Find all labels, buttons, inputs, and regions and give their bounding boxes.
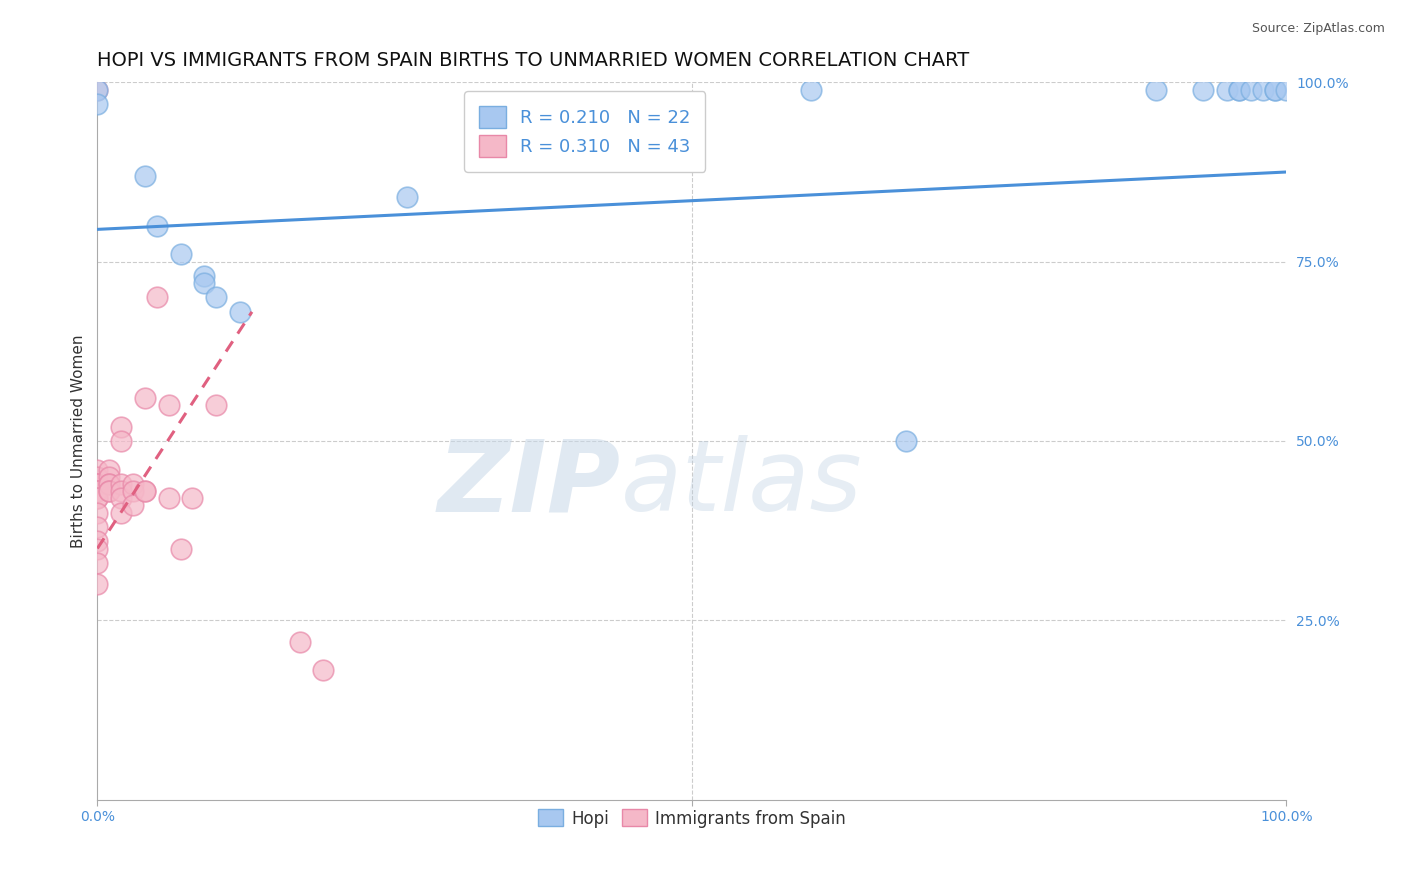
Point [146, 291, 169, 305]
Point [169, 247, 191, 261]
Point [205, 398, 228, 412]
Point [312, 664, 335, 678]
Point [86, 484, 108, 499]
Point [134, 484, 156, 499]
Point [86, 477, 108, 491]
Point [98, 484, 121, 499]
Point [169, 541, 191, 556]
Point [181, 491, 204, 506]
Text: atlas: atlas [620, 435, 862, 533]
Point [86, 534, 108, 549]
Point [86, 96, 108, 111]
Point [98, 477, 121, 491]
Point [134, 169, 156, 183]
Point [110, 506, 132, 520]
Point [1264, 82, 1286, 96]
Y-axis label: Births to Unmarried Women: Births to Unmarried Women [72, 334, 86, 548]
Point [86, 82, 108, 96]
Point [110, 419, 132, 434]
Point [229, 305, 252, 319]
Point [86, 484, 108, 499]
Point [134, 484, 156, 499]
Point [1192, 82, 1215, 96]
Text: ZIP: ZIP [437, 435, 620, 533]
Point [1251, 82, 1274, 96]
Text: HOPI VS IMMIGRANTS FROM SPAIN BIRTHS TO UNMARRIED WOMEN CORRELATION CHART: HOPI VS IMMIGRANTS FROM SPAIN BIRTHS TO … [97, 51, 970, 70]
Point [86, 491, 108, 506]
Point [193, 268, 215, 283]
Point [1227, 82, 1250, 96]
Point [146, 219, 169, 233]
Point [122, 499, 145, 513]
Point [86, 470, 108, 484]
Point [1144, 82, 1167, 96]
Point [110, 434, 132, 448]
Point [157, 398, 180, 412]
Point [395, 190, 418, 204]
Point [110, 484, 132, 499]
Point [86, 506, 108, 520]
Point [894, 434, 917, 448]
Text: Source: ZipAtlas.com: Source: ZipAtlas.com [1251, 22, 1385, 36]
Point [122, 477, 145, 491]
Point [86, 556, 108, 570]
Point [86, 82, 108, 96]
Point [288, 634, 311, 648]
Point [98, 470, 121, 484]
Point [1240, 82, 1263, 96]
Point [800, 82, 823, 96]
Point [157, 491, 180, 506]
Point [98, 484, 121, 499]
Point [86, 520, 108, 534]
Point [1227, 82, 1250, 96]
Legend: Hopi, Immigrants from Spain: Hopi, Immigrants from Spain [531, 803, 853, 834]
Point [86, 577, 108, 591]
Point [134, 391, 156, 405]
Point [98, 477, 121, 491]
Point [86, 484, 108, 499]
Point [193, 276, 215, 290]
Point [110, 491, 132, 506]
Point [1216, 82, 1239, 96]
Point [1264, 82, 1286, 96]
Point [86, 462, 108, 476]
Point [86, 477, 108, 491]
Point [122, 484, 145, 499]
Point [86, 477, 108, 491]
Point [205, 291, 228, 305]
Point [86, 491, 108, 506]
Point [110, 477, 132, 491]
Point [98, 462, 121, 476]
Point [86, 541, 108, 556]
Point [1275, 82, 1298, 96]
